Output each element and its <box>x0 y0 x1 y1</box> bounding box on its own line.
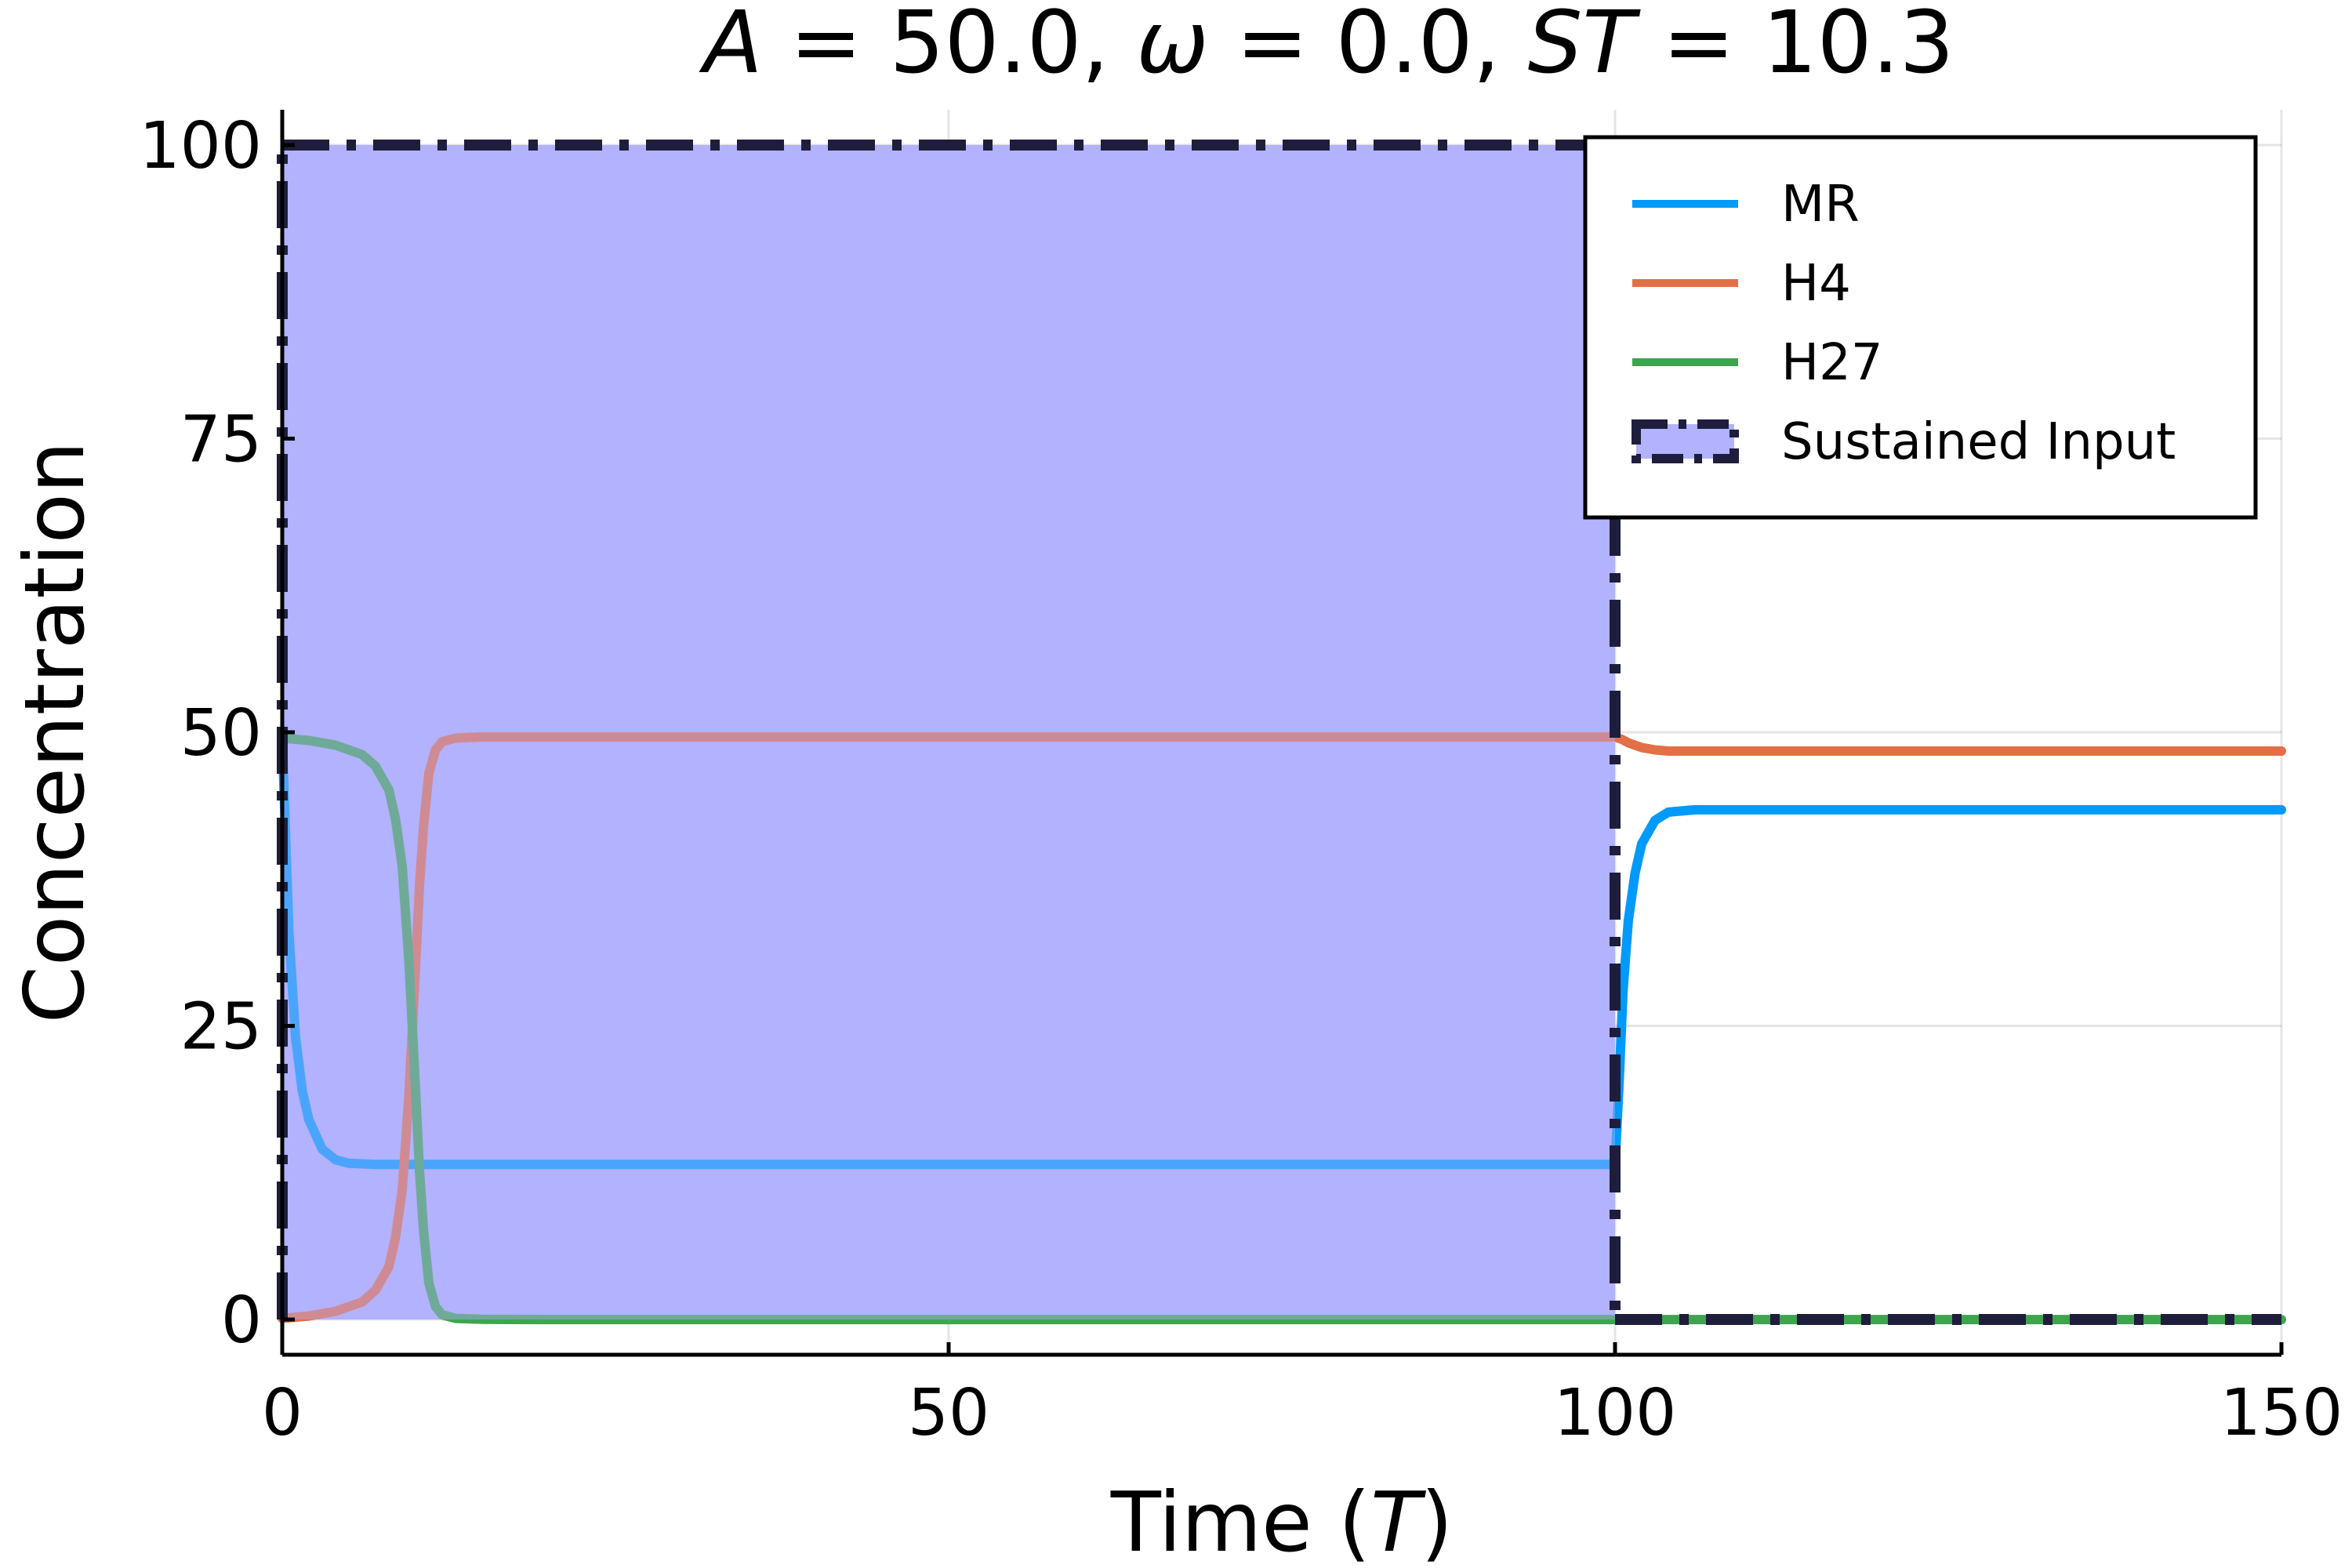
legend-label: H27 <box>1781 334 1883 392</box>
legend-swatch-sustained-input <box>1632 419 1739 463</box>
title-part: = 0.0, <box>1209 0 1528 93</box>
y-tick-label: 75 <box>180 402 262 477</box>
y-tick-label: 50 <box>180 696 262 771</box>
series-line-h4 <box>278 732 2286 1323</box>
axes <box>280 110 2284 1357</box>
title-part: = 50.0, <box>763 0 1137 93</box>
y-tick-label: 0 <box>221 1283 262 1358</box>
legend-label: MR <box>1781 176 1860 234</box>
series-line-mr <box>278 733 2286 1170</box>
xlabel-part: Time ( <box>1110 1475 1370 1568</box>
x-tick-label: 50 <box>908 1376 989 1450</box>
xlabel-part: T <box>1370 1475 1426 1568</box>
title-part: ST <box>1528 0 1642 93</box>
legend: MR H4 H27 Sustained Input <box>1583 135 2258 520</box>
chart-title: A = 50.0, ω = 0.0, ST = 10.3 <box>699 0 1954 93</box>
xlabel-part: ) <box>1421 1475 1453 1568</box>
x-tick-label: 150 <box>2220 1376 2343 1450</box>
y-tick-label: 25 <box>180 990 262 1065</box>
title-part: ω <box>1137 0 1209 93</box>
y-axis-label: Concentration <box>7 441 103 1024</box>
series-lines <box>278 732 2286 1325</box>
x-tick-label: 100 <box>1554 1376 1677 1450</box>
legend-label: H4 <box>1781 255 1851 313</box>
x-axis-label: Time (T) <box>1110 1475 1453 1568</box>
title-part: A <box>699 0 762 93</box>
series-line-h27 <box>278 733 2286 1325</box>
y-tick-label: 100 <box>139 109 262 183</box>
legend-label: Sustained Input <box>1781 413 2176 471</box>
x-tick-label: 0 <box>262 1376 303 1450</box>
title-part: = 10.3 <box>1635 0 1955 93</box>
tick-labels: 0 50 100 150 0 25 50 75 100 <box>139 109 2343 1450</box>
sustained-input-tint <box>282 144 1615 1320</box>
